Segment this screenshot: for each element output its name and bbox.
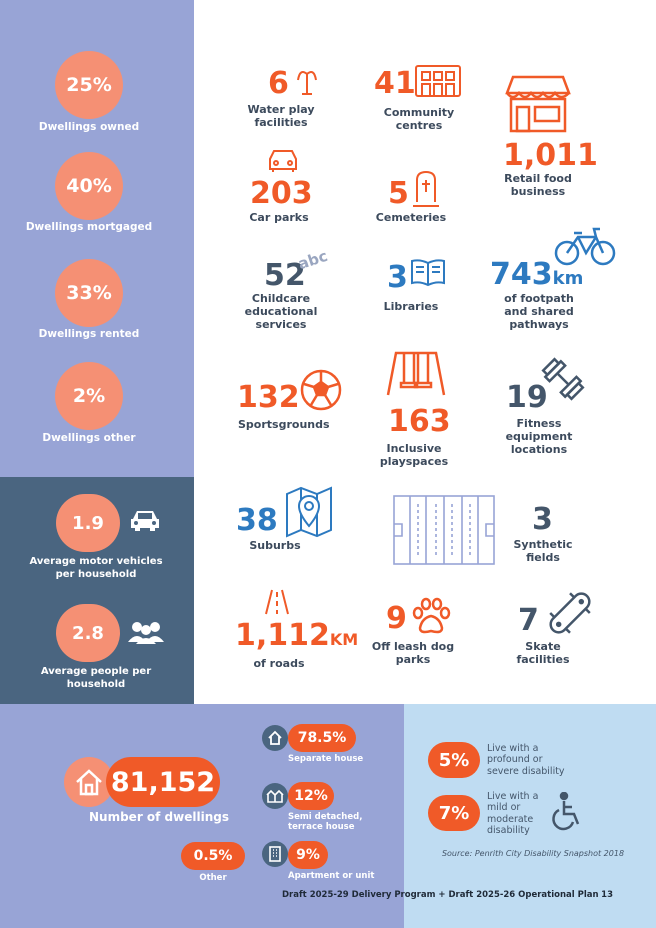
separate-house-label: Separate house	[288, 754, 364, 764]
roads-label: of roads	[253, 657, 305, 670]
other-dwelling-value: 0.5%	[181, 842, 245, 870]
dog-parks-value: 9	[386, 601, 407, 636]
other-dwelling-label: Other	[199, 873, 227, 883]
skateboard-icon	[544, 587, 596, 643]
community-label: Community centres	[383, 106, 455, 133]
water-play-label: Water play facilities	[247, 103, 315, 130]
mortgaged-percent: 40%	[55, 152, 123, 220]
wheelchair-icon	[550, 791, 584, 836]
shop-icon	[503, 69, 573, 137]
swing-icon	[386, 351, 446, 401]
roads-value-group: 1,112 KM	[235, 618, 358, 653]
footpath-value: 743	[490, 257, 553, 292]
other-percent: 2%	[55, 362, 123, 430]
skate-value: 7	[518, 603, 539, 638]
moderate-disability-value: 7%	[428, 795, 480, 831]
vehicles-label: Average motor vehicles per household	[29, 556, 163, 580]
synthetic-value: 3	[532, 502, 553, 537]
roads-unit: KM	[329, 630, 359, 649]
vehicles-value: 1.9	[56, 494, 120, 552]
ball-icon	[299, 368, 343, 416]
apartment-label: Apartment or unit	[288, 871, 375, 881]
fitness-value: 19	[506, 380, 548, 415]
cemeteries-value: 5	[388, 176, 409, 211]
paw-icon	[410, 596, 452, 642]
cemeteries-label: Cemeteries	[375, 211, 447, 224]
childcare-label: Childcare educational services	[244, 292, 318, 332]
page-number: 13	[601, 890, 613, 900]
sportsgrounds-label: Sportsgrounds	[238, 418, 330, 431]
footpath-label: of footpath and shared pathways	[504, 292, 574, 332]
house-icon	[64, 757, 114, 807]
people-value: 2.8	[56, 604, 120, 662]
fitness-label: Fitness equipment locations	[505, 417, 573, 457]
suburbs-value: 38	[236, 503, 278, 538]
car-parks-label: Car parks	[249, 211, 309, 224]
building-icon	[414, 64, 462, 102]
bicycle-icon	[554, 225, 616, 271]
separate-house-icon	[262, 725, 288, 751]
water-play-value: 6	[268, 66, 289, 101]
libraries-value: 3	[387, 260, 408, 295]
field-icon	[392, 494, 496, 570]
playspaces-label: Inclusive playspaces	[379, 442, 449, 469]
source-note: Source: Penrith City Disability Snapshot…	[441, 849, 625, 858]
footpath-unit: km	[552, 268, 584, 289]
apartment-icon	[262, 841, 288, 867]
abc-icon: abc	[295, 246, 330, 274]
footpath-value-group: 743 km	[490, 257, 583, 292]
severe-disability-value: 5%	[428, 742, 480, 778]
community-value: 41	[374, 66, 416, 101]
car-icon	[128, 508, 162, 536]
rented-label: Dwellings rented	[38, 328, 140, 340]
dwellings-total-label: Number of dwellings	[89, 810, 229, 824]
retail-label: Retail food business	[504, 172, 572, 199]
skate-label: Skate facilities	[516, 640, 570, 667]
retail-value: 1,011	[503, 138, 598, 173]
car-park-icon	[266, 147, 300, 177]
dwellings-total-value: 81,152	[106, 757, 220, 807]
suburbs-label: Suburbs	[249, 539, 301, 552]
synthetic-label: Synthetic fields	[513, 538, 573, 565]
semi-detached-label: Semi detached, terrace house	[288, 812, 363, 833]
footer-title: Draft 2025-29 Delivery Program + Draft 2…	[282, 890, 599, 900]
rented-percent: 33%	[55, 259, 123, 327]
dumbbell-icon	[540, 357, 586, 405]
dog-parks-label: Off leash dog parks	[371, 640, 455, 667]
childcare-value: 52	[264, 258, 306, 293]
apartment-value: 9%	[288, 841, 328, 869]
car-parks-value: 203	[250, 176, 313, 211]
book-icon	[410, 257, 446, 291]
moderate-disability-label: Live with a mild or moderate disability	[487, 791, 539, 837]
semi-detached-value: 12%	[288, 782, 334, 810]
severe-disability-label: Live with a profound or severe disabilit…	[487, 743, 565, 777]
owned-label: Dwellings owned	[38, 121, 140, 133]
headstone-icon	[411, 168, 441, 212]
fountain-icon	[294, 66, 320, 100]
roads-value: 1,112	[235, 618, 330, 653]
sportsgrounds-value: 132	[237, 380, 300, 415]
other-label: Dwellings other	[42, 432, 136, 444]
owned-percent: 25%	[55, 51, 123, 119]
people-label: Average people per household	[40, 666, 152, 690]
mortgaged-label: Dwellings mortgaged	[25, 221, 153, 233]
people-icon	[126, 620, 166, 648]
libraries-label: Libraries	[383, 300, 439, 313]
road-icon	[264, 588, 290, 620]
playspaces-value: 163	[388, 404, 451, 439]
map-pin-icon	[285, 486, 333, 542]
separate-house-value: 78.5%	[288, 724, 356, 752]
terrace-house-icon	[262, 783, 288, 809]
